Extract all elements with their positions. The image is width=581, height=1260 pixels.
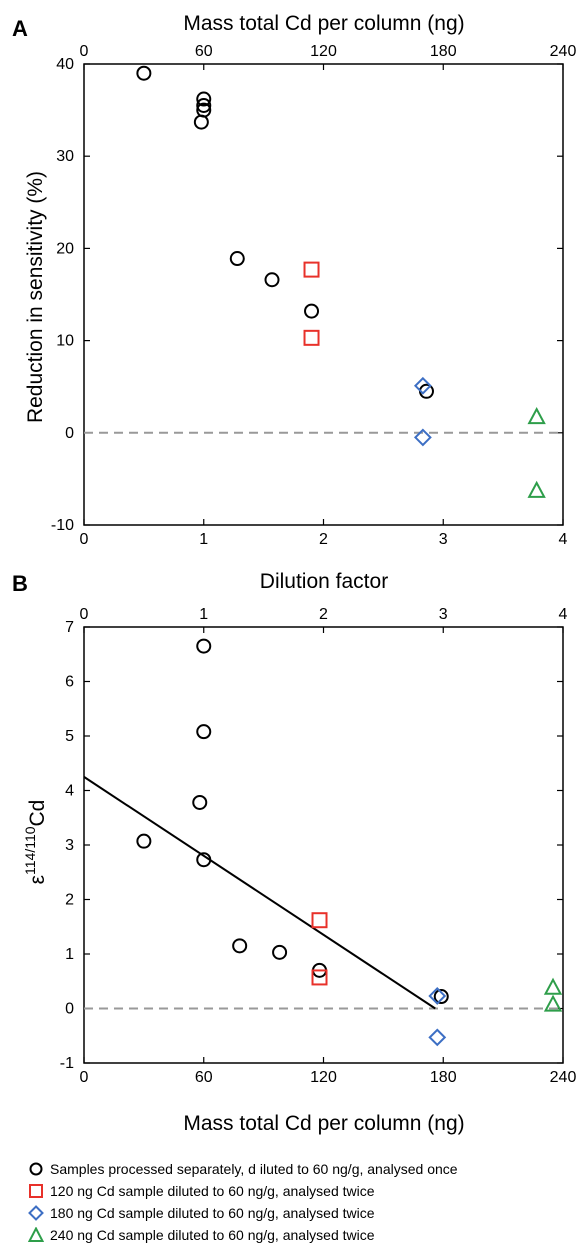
panel-a-point-diamond	[413, 376, 432, 395]
triangle-marker-icon	[28, 1227, 44, 1242]
panel-a-point-triangle	[527, 407, 546, 425]
figure: A Mass total Cd per column (ng) Dilution…	[12, 12, 577, 1135]
panel-b-x-tick-label: 0	[80, 1069, 89, 1086]
panel-b-y-tick-label: 5	[65, 728, 74, 745]
panel-a-top-tick-label: 0	[80, 43, 89, 60]
panel-a-top-tick-label: 240	[550, 43, 577, 60]
diamond-marker-icon	[28, 1205, 44, 1221]
panel-b-point-square	[311, 912, 328, 929]
panel-a-x-tick-label: 4	[559, 531, 568, 548]
panel-b-point-triangle	[543, 977, 563, 995]
panel-a-point-circle	[193, 114, 209, 130]
panel-b-point-circle	[433, 989, 449, 1005]
panel-a-top-tick-label: 180	[430, 43, 457, 60]
panel-b-x-tick-label: 240	[550, 1069, 577, 1086]
panel-a-point-circle	[196, 97, 212, 113]
panel-a-top-axis-title: Mass total Cd per column (ng)	[183, 12, 464, 35]
circle-marker-icon	[29, 1162, 43, 1176]
panel-a-point-triangle	[527, 480, 546, 498]
panel-a-x-tick-label: 3	[439, 531, 448, 548]
panel-b-point-triangle	[543, 994, 563, 1012]
panel-a-point-circle	[229, 251, 245, 267]
panel-b-point-circle	[272, 944, 288, 960]
panel-a-letter: A	[12, 16, 28, 41]
panel-b-y-tick-label: 4	[65, 783, 74, 800]
panel-b-letter: B	[12, 571, 28, 596]
panel-b-y-tick-label: 6	[65, 674, 74, 691]
panel-b-y-tick-label: 1	[65, 946, 74, 963]
panel-b-y-tick-label: 3	[65, 837, 74, 854]
panel-a-y-tick-label: -10	[51, 517, 74, 534]
panel-a-point-square	[303, 329, 320, 346]
panel-a-point-circle	[196, 91, 212, 107]
legend-item-triangle: 240 ng Cd sample diluted to 60 ng/g, ana…	[28, 1224, 578, 1246]
panel-b-y-tick-label: -1	[60, 1055, 74, 1072]
panel-b-top-tick-label: 0	[80, 606, 89, 623]
panel-a-y-axis-title: Reduction in sensitivity (%)	[24, 171, 47, 423]
panel-b-y-tick-label: 0	[65, 1001, 74, 1018]
panel-b-plot: 0 60 120 180 240 0 1 2 3 4 -1 0 1 2 3 4 5 6 7	[60, 606, 577, 1086]
panel-b-x-tick-label: 180	[430, 1069, 457, 1086]
panel-b-point-circle	[232, 938, 248, 954]
panel-a-top-tick-label: 120	[310, 43, 337, 60]
legend-label-diamond: 180 ng Cd sample diluted to 60 ng/g, ana…	[50, 1205, 375, 1221]
legend-label-triangle: 240 ng Cd sample diluted to 60 ng/g, ana…	[50, 1227, 375, 1243]
panel-b-point-circle	[196, 638, 212, 654]
panel-a-plot-frame	[83, 63, 564, 526]
panel-a-y-tick-label: 30	[56, 148, 74, 165]
panel-a-x-axis-title: Dilution factor	[260, 570, 388, 593]
panel-a-x-tick-label: 1	[199, 531, 208, 548]
legend: Samples processed separately, d iluted t…	[28, 1158, 578, 1246]
panel-b-x-tick-label: 120	[310, 1069, 337, 1086]
panel-b-point-circle	[196, 724, 212, 740]
legend-item-circle: Samples processed separately, d iluted t…	[28, 1158, 578, 1180]
panel-b-top-tick-label: 4	[559, 606, 568, 623]
panel-b-plot-frame	[83, 626, 564, 1064]
panel-b-y-axis-title: ε114/110Cd	[22, 800, 49, 885]
panel-b-y-tick-label: 2	[65, 892, 74, 909]
panel-b-x-tick-label: 60	[195, 1069, 213, 1086]
panel-b-top-tick-label: 2	[319, 606, 328, 623]
legend-label-circle: Samples processed separately, d iluted t…	[50, 1161, 458, 1177]
panel-b-point-circle	[196, 852, 212, 868]
panel-a-point-square	[303, 261, 320, 278]
panel-a-x-tick-label: 0	[80, 531, 89, 548]
panel-a-y-tick-label: 10	[56, 333, 74, 350]
square-marker-icon	[29, 1184, 43, 1198]
panel-a-point-circle	[264, 272, 280, 288]
panel-b-point-square	[311, 969, 328, 986]
panel-a-point-circle	[304, 303, 320, 319]
panel-b-point-circle	[192, 794, 208, 810]
legend-item-square: 120 ng Cd sample diluted to 60 ng/g, ana…	[28, 1180, 578, 1202]
panel-a-y-tick-label: 0	[65, 425, 74, 442]
panel-a-y-tick-label: 20	[56, 240, 74, 257]
panel-b-point-circle	[136, 833, 152, 849]
panel-b-point-diamond	[428, 987, 447, 1005]
panel-b-top-tick-label: 3	[439, 606, 448, 623]
panel-a-point-diamond	[413, 428, 432, 447]
panel-a-top-tick-label: 60	[195, 43, 213, 60]
legend-item-diamond: 180 ng Cd sample diluted to 60 ng/g, ana…	[28, 1202, 578, 1224]
panel-b-point-diamond	[428, 1028, 447, 1047]
panel-b-x-axis-title: Mass total Cd per column (ng)	[183, 1112, 464, 1135]
panel-b-trend-line	[83, 776, 436, 1010]
panel-a-y-tick-label: 40	[56, 56, 74, 73]
panel-b-y-tick-label: 7	[65, 619, 74, 636]
legend-label-square: 120 ng Cd sample diluted to 60 ng/g, ana…	[50, 1183, 375, 1199]
panel-a-point-circle	[136, 65, 152, 81]
panel-b-top-tick-label: 1	[199, 606, 208, 623]
panel-a-x-tick-label: 2	[319, 531, 328, 548]
